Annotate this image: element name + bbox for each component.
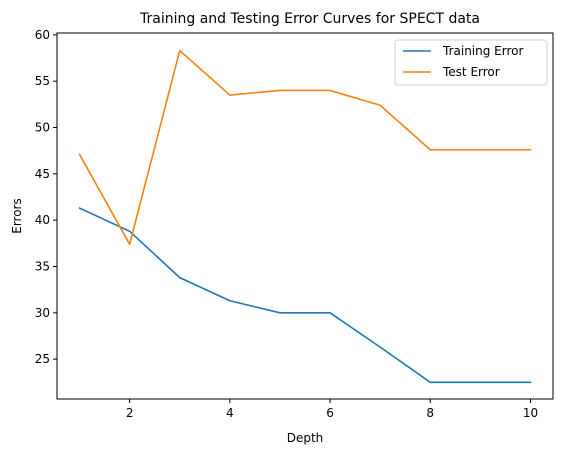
plot-frame — [56, 32, 554, 400]
y-tick-label: 35 — [35, 259, 50, 273]
y-tick-label: 40 — [35, 213, 50, 227]
series-line-test-error — [78, 49, 532, 246]
x-tick-label: 6 — [326, 406, 334, 420]
y-tick-label: 60 — [35, 28, 50, 42]
x-tick-label: 2 — [126, 406, 134, 420]
y-tick-label: 25 — [35, 352, 50, 366]
y-tick-label: 50 — [35, 121, 50, 135]
x-tick-label: 8 — [426, 406, 434, 420]
x-tick-label: 4 — [226, 406, 234, 420]
series-line-training-error — [78, 207, 532, 384]
x-tick-label: 10 — [523, 406, 538, 420]
y-tick-label: 55 — [35, 74, 50, 88]
y-axis-label: Errors — [10, 198, 24, 234]
axis-ticks: 2 4 6 8 10 25 30 35 40 45 50 55 60 — [35, 28, 538, 420]
y-tick-label: 45 — [35, 167, 50, 181]
legend-box — [394, 39, 548, 86]
legend-label-training-error: Training Error — [442, 44, 523, 58]
legend: Training Error Test Error — [394, 39, 548, 86]
x-axis-label: Depth — [287, 431, 324, 445]
y-tick-label: 30 — [35, 306, 50, 320]
legend-label-test-error: Test Error — [442, 65, 500, 79]
chart-title: Training and Testing Error Curves for SP… — [139, 11, 480, 27]
series-lines — [78, 49, 532, 384]
